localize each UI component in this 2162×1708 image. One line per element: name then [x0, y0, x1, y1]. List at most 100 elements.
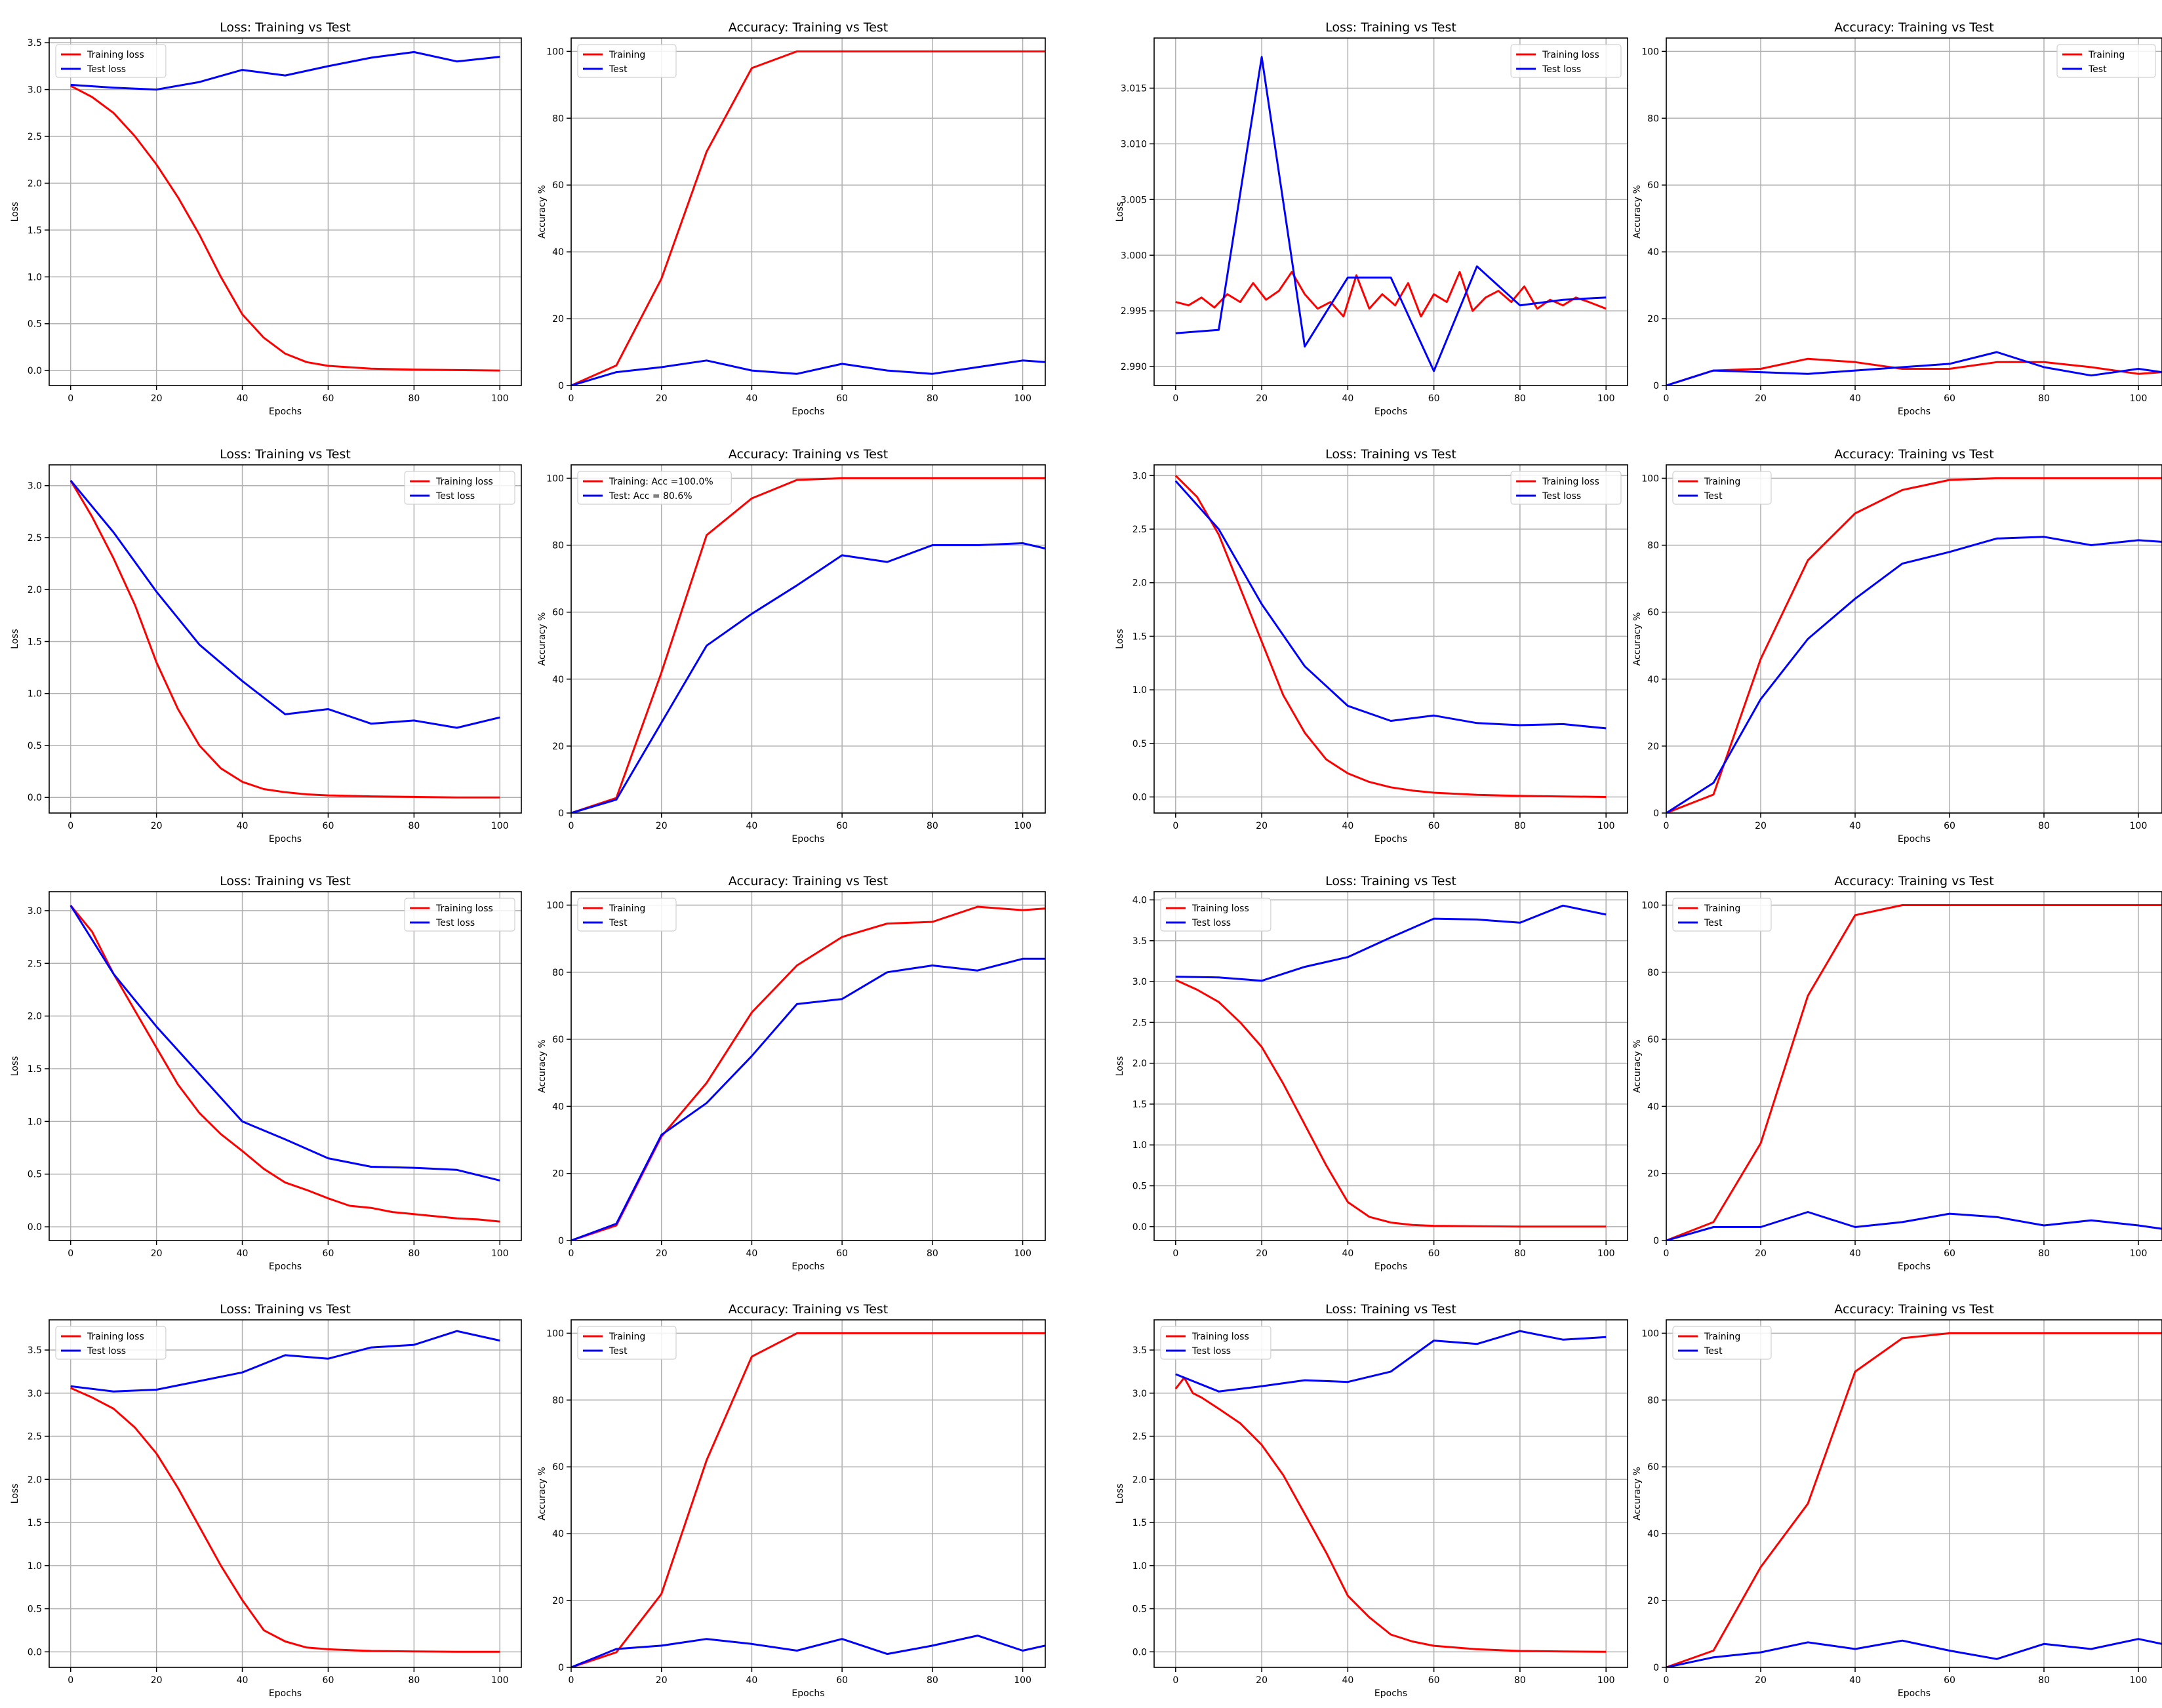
y-tick-label: 1.5	[28, 226, 42, 236]
x-tick-label: 60	[323, 1675, 334, 1686]
legend-label: Training	[609, 904, 645, 914]
legend-label: Training	[609, 1332, 645, 1342]
chart-panel-14: 0 20 40 60 80 100 0 20 40 60 80 100 Accuracy: Traini…	[537, 1302, 1046, 1699]
y-tick-label: 80	[1647, 541, 1659, 551]
y-tick-label: 1.5	[1132, 1100, 1147, 1110]
y-tick-label: 2.0	[1132, 578, 1147, 589]
y-tick-label: 3.0	[1132, 471, 1147, 481]
y-tick-label: 40	[552, 247, 564, 258]
y-tick-label: 20	[1647, 1169, 1659, 1180]
y-tick-label: 0	[1653, 808, 1659, 819]
y-axis-label: Accuracy %	[1632, 1039, 1643, 1093]
x-tick-label: 60	[836, 393, 848, 404]
chart-panel-7: 0 20 40 60 80 100 0.0 0.5 1.0 1.5 2.0 2.5 3.0 Loss: T…	[1115, 447, 1628, 844]
y-tick-label: 0.5	[28, 1604, 42, 1615]
x-tick-label: 80	[408, 821, 420, 831]
x-tick-label: 60	[323, 393, 334, 404]
chart-title: Accuracy: Training vs Test	[729, 447, 888, 462]
y-tick-label: 2.0	[28, 585, 42, 595]
y-tick-label: 0	[1653, 381, 1659, 391]
x-tick-label: 100	[1597, 393, 1615, 404]
plot-frame	[1666, 464, 2162, 814]
series-line-training	[1175, 271, 1607, 318]
x-tick-label: 60	[323, 821, 334, 831]
x-axis-label: Epochs	[269, 834, 302, 844]
x-tick-label: 60	[836, 1675, 848, 1686]
legend-label: Test	[2088, 64, 2107, 75]
series-line-training	[1666, 1332, 2162, 1667]
x-tick-label: 80	[1514, 393, 1526, 404]
x-tick-label: 40	[746, 1675, 758, 1686]
series-line-test	[70, 479, 500, 729]
y-tick-label: 2.0	[28, 1475, 42, 1485]
legend-label: Training loss	[87, 1332, 144, 1342]
legend-label: Training	[2088, 50, 2125, 60]
x-tick-label: 40	[237, 1248, 249, 1259]
series-line-training	[1175, 979, 1607, 1228]
x-tick-label: 20	[151, 393, 163, 404]
chart-panel-4: 0 20 40 60 80 100 0 20 40 60 80 100 Accuracy: Traini…	[1632, 20, 2162, 417]
chart-panel-1: 0 20 40 60 80 100 0.0 0.5 1.0 1.5 2.0 2.5 3.0 3.5 Loss…	[10, 20, 522, 417]
plot-frame	[571, 891, 1046, 1241]
series-line-test	[1666, 1211, 2162, 1241]
chart-title: Loss: Training vs Test	[220, 874, 351, 888]
x-tick-label: 100	[491, 821, 509, 831]
y-tick-label: 2.5	[28, 1432, 42, 1442]
legend-label: Test loss	[1191, 918, 1231, 928]
legend: Training loss Test loss	[55, 1326, 167, 1360]
x-axis-label: Epochs	[269, 407, 302, 417]
legend: Training loss Test loss	[1160, 1326, 1271, 1360]
legend-label: Test	[609, 918, 628, 928]
y-tick-label: 3.010	[1121, 139, 1147, 149]
plot-frame	[571, 37, 1046, 386]
legend-label: Training loss	[1191, 904, 1249, 914]
series-line-test	[1666, 1638, 2162, 1667]
chart-panel-8: 0 20 40 60 80 100 0 20 40 60 80 100 Accuracy: Traini…	[1632, 447, 2162, 844]
y-tick-label: 100	[546, 900, 564, 911]
y-tick-label: 3.0	[1132, 1389, 1147, 1399]
x-tick-label: 40	[1849, 1675, 1861, 1686]
y-tick-label: 0.0	[28, 793, 42, 803]
x-axis-label: Epochs	[791, 407, 824, 417]
legend-label: Training	[1704, 477, 1740, 487]
legend: Training loss Test loss	[1510, 471, 1622, 505]
legend-box	[1160, 898, 1271, 932]
legend-box	[577, 471, 732, 505]
legend-label: Test loss	[1542, 64, 1581, 75]
y-axis-label: Loss	[10, 629, 20, 649]
x-tick-label: 80	[1514, 1248, 1526, 1259]
y-tick-label: 100	[546, 1328, 564, 1339]
x-tick-label: 80	[1514, 821, 1526, 831]
y-axis-label: Accuracy %	[1632, 1467, 1643, 1520]
legend-box	[1160, 1326, 1271, 1360]
legend-label: Test	[1704, 918, 1723, 928]
chart-panel-15: 0 20 40 60 80 100 0.0 0.5 1.0 1.5 2.0 2.5 3.0 3.5 Loss…	[1115, 1302, 1628, 1699]
legend-label: Test: Acc = 80.6%	[609, 491, 692, 502]
legend-label: Test loss	[435, 918, 475, 928]
y-tick-label: 3.5	[1132, 936, 1147, 947]
plot-frame	[49, 1319, 522, 1668]
legend-label: Training	[609, 50, 645, 60]
legend-label: Test	[609, 64, 628, 75]
series-line-training	[70, 85, 500, 372]
x-tick-label: 60	[836, 821, 848, 831]
chart-title: Accuracy: Training vs Test	[1834, 20, 1993, 35]
y-tick-label: 1.5	[1132, 1518, 1147, 1528]
x-tick-label: 80	[927, 1248, 938, 1259]
x-tick-label: 0	[1172, 393, 1178, 404]
y-tick-label: 20	[1647, 742, 1659, 752]
chart-title: Loss: Training vs Test	[1325, 1302, 1456, 1317]
y-tick-label: 20	[552, 742, 564, 752]
x-axis-label: Epochs	[269, 1261, 302, 1272]
legend-label: Training loss	[1542, 477, 1599, 487]
chart-panel-3: 0 20 40 60 80 100 2.990 2.995 3.000 3.005 3.010 3.0…	[1115, 20, 1628, 417]
series-line-test	[70, 50, 500, 91]
legend-box	[1510, 44, 1622, 78]
legend-label: Training loss	[435, 477, 493, 487]
series-line-test	[571, 542, 1045, 813]
x-tick-label: 100	[1014, 1675, 1031, 1686]
chart-title: Accuracy: Training vs Test	[1834, 447, 1993, 462]
y-tick-label: 0	[1653, 1236, 1659, 1246]
y-axis-label: Accuracy %	[537, 185, 548, 239]
y-tick-label: 2.5	[1132, 1432, 1147, 1442]
